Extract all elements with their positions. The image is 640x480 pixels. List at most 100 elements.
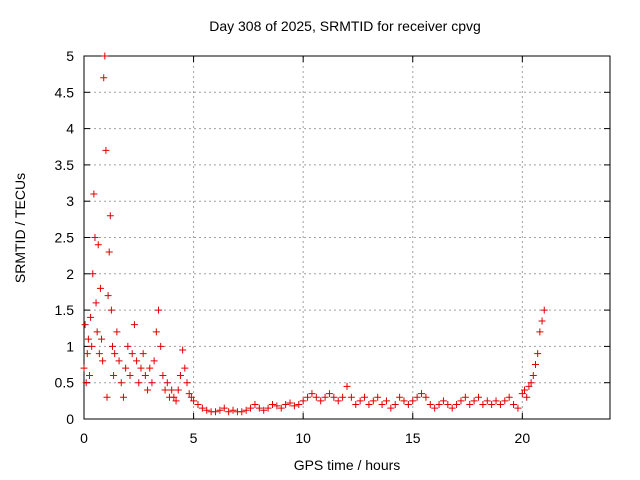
data-point [321,393,329,401]
data-point [122,364,130,372]
data-point [170,393,178,401]
data-point [174,386,182,394]
data-point [168,386,176,394]
data-point [325,390,333,398]
data-point [85,371,93,379]
x-axis-label: GPS time / hours [293,457,401,473]
data-point [93,328,101,336]
data-point [163,379,171,387]
data-point [84,335,92,343]
data-point [139,350,147,358]
chart-title: Day 308 of 2025, SRMTID for receiver cpv… [209,18,481,34]
data-point [527,379,535,387]
data-point [99,357,107,365]
data-point [448,404,456,412]
y-tick-label: 3.5 [55,157,75,173]
data-point [461,393,469,401]
data-point [339,393,347,401]
data-point [203,406,211,414]
x-tick-label: 20 [515,430,531,446]
data-point [88,342,96,350]
data-point [212,408,219,416]
data-point [80,364,88,372]
data-point [343,382,351,390]
data-point [422,393,430,401]
x-tick-label: 15 [405,430,421,446]
y-tick-label: 4.5 [55,84,75,100]
data-point [137,364,145,372]
data-point [100,74,108,82]
data-point [488,400,496,408]
y-tick-label: 2 [66,266,74,282]
data-point [378,400,386,408]
data-point [347,393,355,401]
axis-layer: 0 0.5 1 1.5 2 2.5 3 3.5 4 4.5 5 0 5 10 15 20 [55,48,611,446]
data-point [536,328,544,336]
data-point [479,400,487,408]
data-point [124,342,132,350]
data-point [409,397,417,405]
data-point [94,241,102,249]
data-point [110,371,118,379]
data-point [146,364,154,372]
data-point [334,397,342,405]
data-point [92,299,100,307]
plot-border [83,55,611,420]
data-point [103,393,111,401]
data-point [444,400,452,408]
data-point [531,361,539,369]
data-point [128,350,136,358]
data-point [144,386,152,394]
data-point [194,400,202,408]
data-point [255,404,263,412]
data-point [523,393,531,401]
data-point [104,292,112,300]
data-point [282,400,290,408]
data-point [183,379,191,387]
data-point [260,406,268,414]
data-point [96,284,104,292]
data-point [431,404,439,412]
data-point [457,397,465,405]
data-point [273,402,281,410]
data-point [374,393,382,401]
data-point [483,397,491,405]
x-tick-label: 0 [80,430,88,446]
data-point [525,382,533,390]
data-points [80,52,548,416]
data-point [290,402,298,410]
data-point [369,397,377,405]
y-tick-label: 0.5 [55,375,75,391]
data-point [105,248,113,256]
data-point [176,371,184,379]
data-point [229,406,237,414]
data-point [179,346,187,354]
data-point [510,400,518,408]
data-point [356,397,364,405]
data-point [220,404,228,412]
data-point [529,371,537,379]
data-point [365,400,373,408]
data-point [115,357,123,365]
data-point [277,404,285,412]
data-point [242,406,250,414]
data-point [91,234,99,241]
x-tick-label: 5 [190,430,198,446]
data-point [453,400,461,408]
data-point [225,408,233,416]
data-point [198,404,206,412]
data-point [396,393,404,401]
data-point [106,212,114,220]
data-point [190,397,198,405]
data-point [135,379,143,387]
data-point [247,404,255,412]
data-point [187,393,195,401]
data-point [439,397,447,405]
data-point [108,342,116,350]
data-point [185,390,193,398]
data-point [87,313,95,321]
data-point [148,379,156,387]
data-point [133,357,141,365]
data-point [426,400,434,408]
y-tick-label: 2.5 [55,230,75,246]
